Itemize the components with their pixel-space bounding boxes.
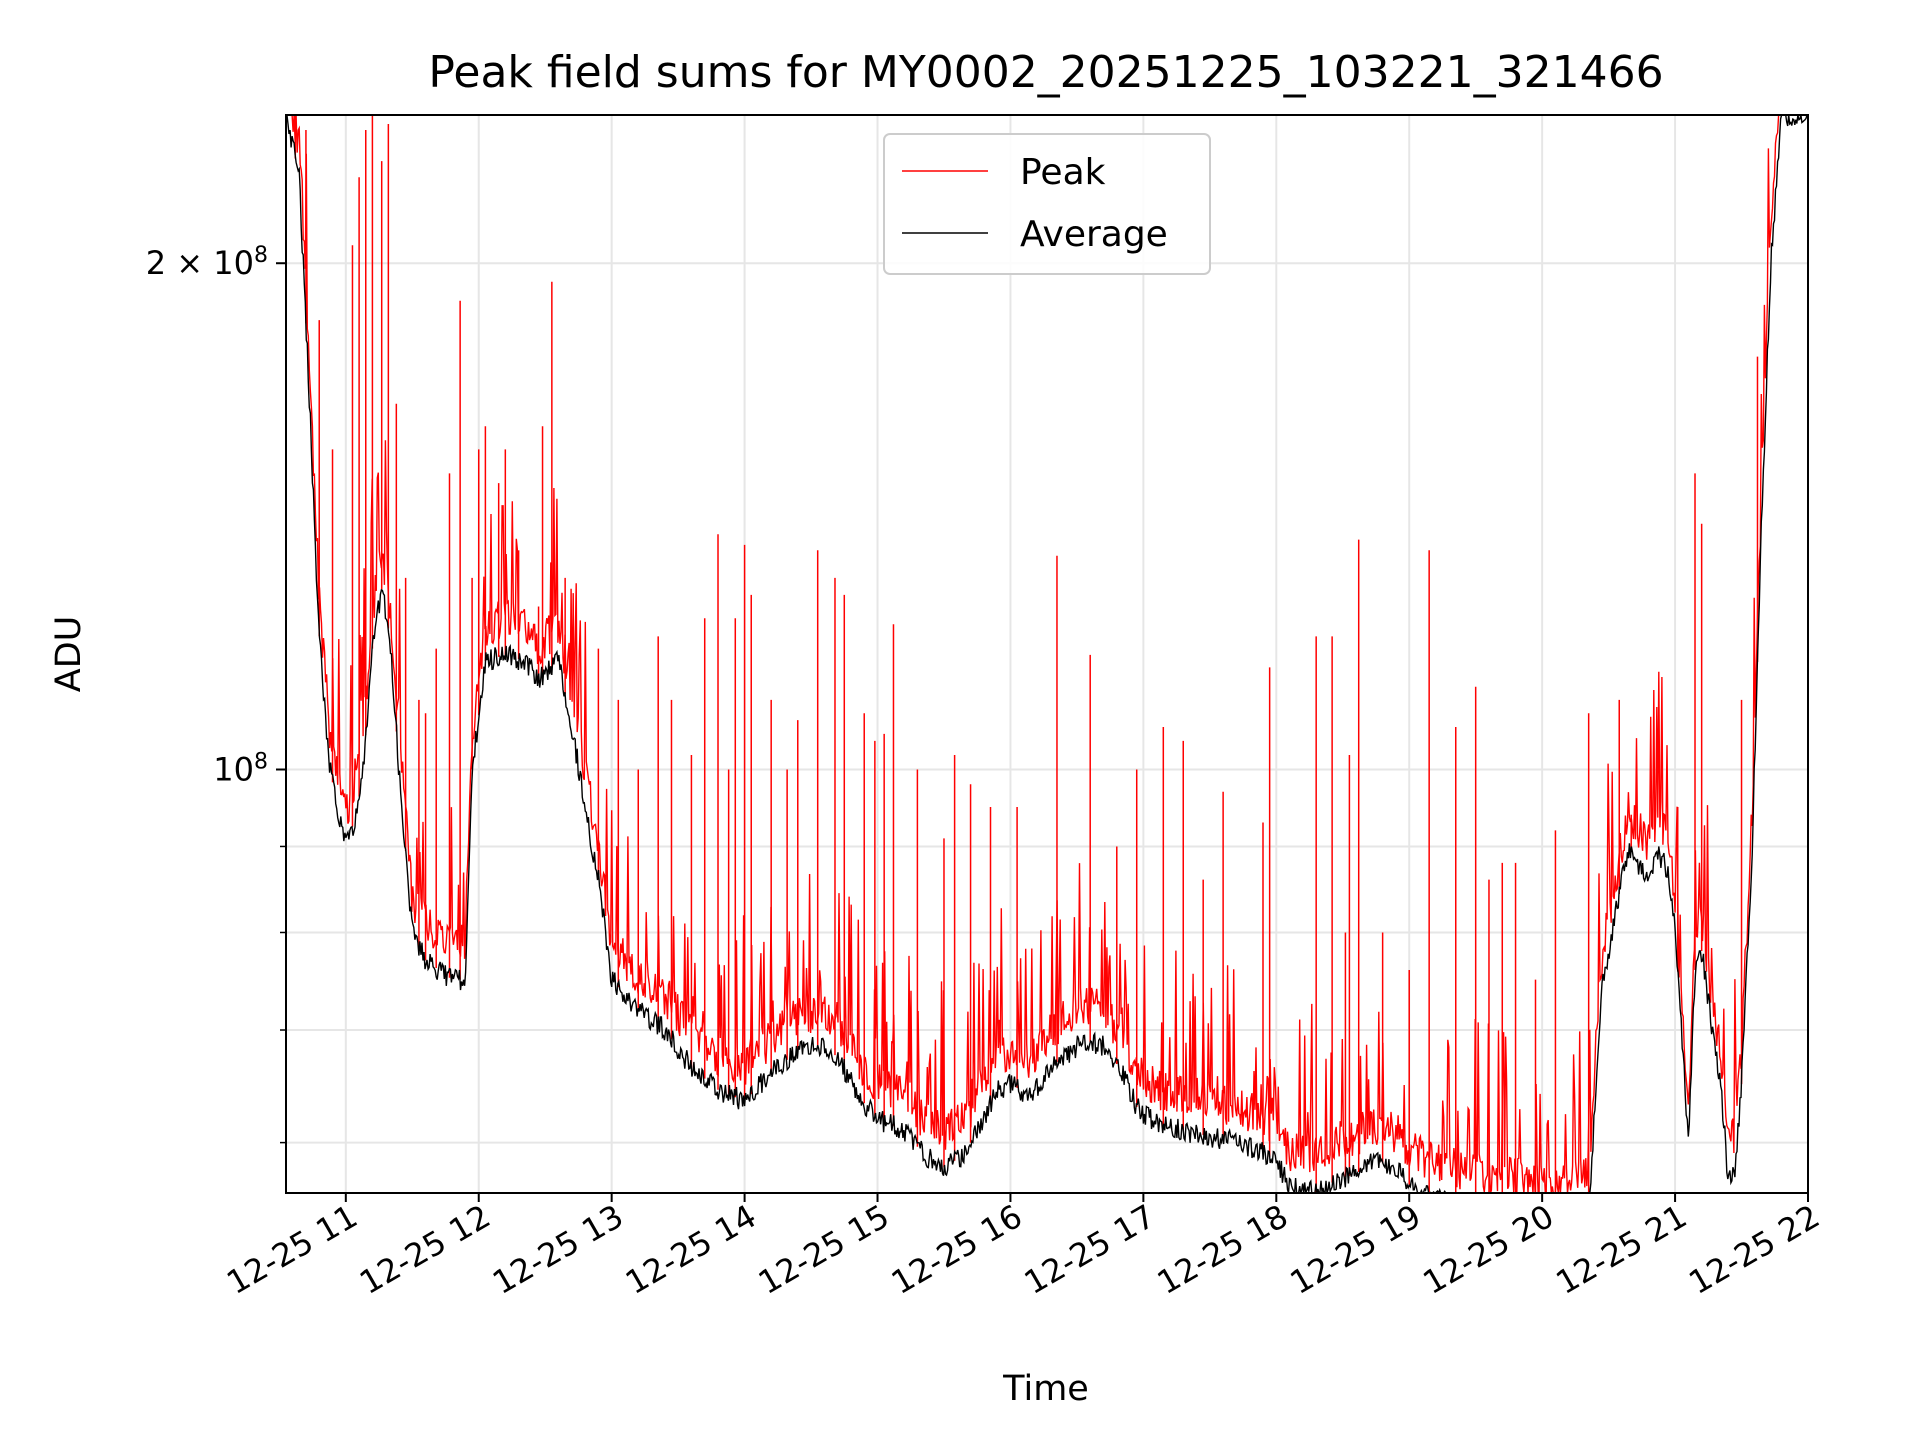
legend-peak-label: Peak	[1020, 152, 1106, 193]
axes-frame	[285, 114, 1809, 1194]
y-tick-label: 108	[213, 749, 268, 789]
y-tick-label: 2 × 108	[146, 243, 268, 283]
x-axis-label: Time	[1002, 1369, 1089, 1409]
legend-average-label: Average	[1020, 214, 1168, 255]
plot-area	[286, 115, 1808, 1193]
y-axis-label: ADU	[49, 616, 89, 693]
series-average-line	[286, 115, 1808, 1193]
legend-box	[883, 133, 1211, 275]
chart-title: Peak field sums for MY0002_20251225_1032…	[428, 47, 1663, 98]
series-peak-line	[286, 115, 1808, 1193]
legend: Peak Average	[883, 133, 1211, 275]
grid	[286, 115, 1809, 1193]
